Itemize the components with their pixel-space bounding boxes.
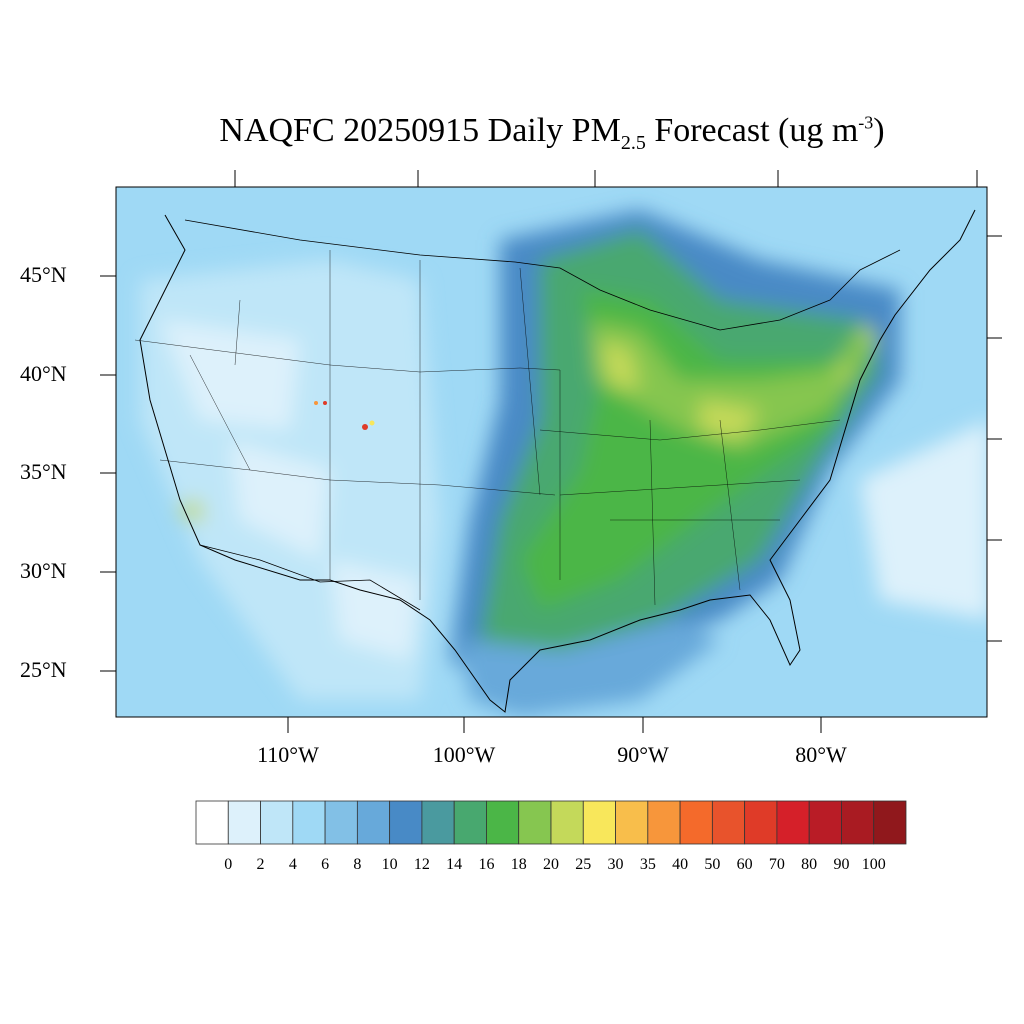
colorbar-swatch bbox=[647, 800, 681, 845]
colorbar-swatch bbox=[453, 800, 487, 845]
colorbar-swatch bbox=[292, 800, 326, 845]
colorbar-label: 50 bbox=[704, 856, 721, 873]
colorbar-swatch bbox=[582, 800, 616, 845]
lat-label: 45°N bbox=[20, 262, 67, 287]
state-lines bbox=[134, 250, 841, 606]
colorbar-label: 25 bbox=[575, 856, 592, 873]
colorbar-label: 12 bbox=[413, 856, 430, 873]
lat-label: 30°N bbox=[20, 558, 67, 583]
colorbar-swatch bbox=[873, 800, 907, 845]
colorbar-label: 30 bbox=[607, 856, 624, 873]
colorbar-label: 2 bbox=[256, 856, 265, 873]
colorbar-swatch bbox=[744, 800, 778, 845]
colorbar-swatch bbox=[711, 800, 746, 845]
colorbar-label: 14 bbox=[446, 856, 463, 873]
axis-ticks bbox=[100, 170, 1002, 733]
colorbar-swatch bbox=[324, 800, 358, 845]
fire-hotspot bbox=[369, 420, 375, 426]
colorbar-swatch bbox=[486, 800, 520, 845]
colorbar-label: 60 bbox=[736, 856, 753, 873]
colorbar-label: 40 bbox=[672, 856, 689, 873]
gulf-coast-blue bbox=[460, 620, 720, 717]
lon-label: 100°W bbox=[432, 742, 496, 767]
colorbar-label: 100 bbox=[861, 856, 886, 873]
colorbar-swatch bbox=[389, 800, 423, 845]
colorbar-label: 16 bbox=[478, 856, 495, 873]
colorbar-swatch bbox=[550, 800, 584, 845]
colorbar-label: 10 bbox=[381, 856, 398, 873]
fire-hotspot bbox=[362, 424, 368, 430]
colorbar bbox=[195, 800, 907, 845]
colorbar-swatch bbox=[195, 800, 229, 845]
colorbar-swatch bbox=[227, 800, 261, 845]
lat-label: 35°N bbox=[20, 459, 67, 484]
border-mexico bbox=[199, 544, 421, 611]
coastline-border bbox=[139, 209, 976, 713]
colorbar-label: 6 bbox=[321, 856, 330, 873]
colorbar-swatch bbox=[679, 800, 713, 845]
atlantic-clean-field bbox=[860, 421, 987, 620]
border-canada bbox=[184, 219, 901, 331]
colorbar-swatch bbox=[260, 800, 294, 845]
colorbar-label: 4 bbox=[288, 856, 297, 873]
figure-title: NAQFC 20250915 Daily PM2.5 Forecast (ug … bbox=[219, 112, 885, 154]
colorbar-label: 35 bbox=[639, 856, 656, 873]
colorbar-label: 80 bbox=[801, 856, 818, 873]
fire-hotspot bbox=[323, 401, 327, 405]
colorbar-label: 8 bbox=[353, 856, 362, 873]
yellow-plume bbox=[600, 325, 875, 440]
socal-hotspot bbox=[178, 500, 205, 520]
lon-label: 110°W bbox=[257, 742, 319, 767]
map-field bbox=[116, 187, 987, 717]
colorbar-label: 0 bbox=[224, 856, 233, 873]
lon-label: 80°W bbox=[795, 742, 847, 767]
colorbar-swatch bbox=[421, 800, 455, 845]
colorbar-swatch bbox=[615, 800, 649, 845]
map-frame bbox=[115, 186, 988, 718]
colorbar-label: 90 bbox=[833, 856, 850, 873]
lon-label: 90°W bbox=[617, 742, 669, 767]
colorbar-label: 18 bbox=[510, 856, 527, 873]
colorbar-swatch bbox=[841, 800, 875, 845]
lat-label: 25°N bbox=[20, 657, 67, 682]
colorbar-swatch bbox=[776, 800, 810, 845]
colorbar-label: 70 bbox=[768, 856, 785, 873]
colorbar-label: 20 bbox=[543, 856, 559, 873]
west-cleanest-field bbox=[160, 320, 420, 660]
lat-label: 40°N bbox=[20, 361, 67, 386]
colorbar-swatch bbox=[356, 800, 391, 845]
colorbar-swatch bbox=[518, 800, 552, 845]
fire-hotspot bbox=[314, 401, 318, 405]
yellow-green-plume bbox=[590, 320, 880, 450]
colorbar-swatch bbox=[808, 800, 842, 845]
